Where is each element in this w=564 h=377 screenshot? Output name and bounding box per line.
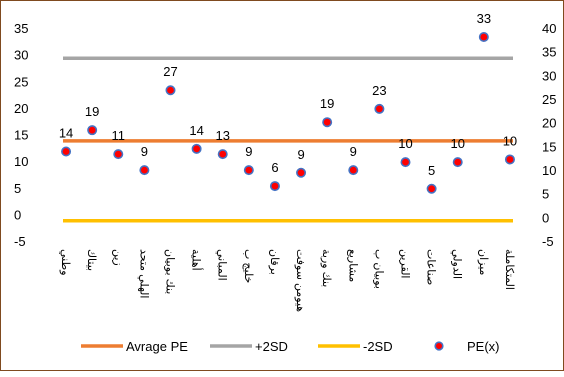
- pe-data-label: 14: [189, 123, 203, 138]
- y-right-tick-label: 0: [542, 210, 549, 225]
- pe-data-label: 19: [320, 96, 334, 111]
- pe-point: [269, 181, 280, 192]
- pe-point: [217, 149, 228, 160]
- y-left-tick-label: 10: [14, 154, 28, 169]
- pe-data-label: 33: [477, 11, 491, 26]
- pe-point: [426, 183, 437, 194]
- pe-data-label: 10: [450, 136, 464, 151]
- category-label: هيومن سوفت: [294, 249, 306, 312]
- pe-data-label: 6: [271, 160, 278, 175]
- pe-point: [87, 125, 98, 136]
- y-right-tick-label: 25: [542, 92, 556, 107]
- y-left-tick-label: 30: [14, 48, 28, 63]
- y-right-tick-label: 40: [542, 21, 556, 36]
- y-right-tick-label: -5: [542, 234, 554, 249]
- y-left-tick-label: 0: [14, 207, 21, 222]
- legend-label: Avrage PE: [126, 339, 188, 354]
- pe-data-label: 10: [398, 136, 412, 151]
- pe-data-label: 10: [503, 133, 517, 148]
- pe-point: [243, 165, 254, 176]
- pe-data-label: 19: [85, 104, 99, 119]
- pe-point: [374, 103, 385, 114]
- y-left-tick-label: 25: [14, 74, 28, 89]
- y-right-tick-label: 10: [542, 163, 556, 178]
- legend-label: +2SD: [255, 339, 288, 354]
- pe-data-label: 9: [245, 144, 252, 159]
- legend-label: -2SD: [363, 339, 393, 354]
- pe-data-label: 13: [215, 128, 229, 143]
- pe-data-label: 9: [297, 147, 304, 162]
- pe-point: [504, 154, 515, 165]
- category-label: وطني: [59, 249, 71, 276]
- y-left-tick-label: 5: [14, 181, 21, 196]
- y-right-tick-label: 20: [542, 116, 556, 131]
- y-right-tick-label: 35: [542, 45, 556, 60]
- pe-point: [400, 157, 411, 168]
- legend-swatch: [434, 341, 444, 351]
- category-label: بيتاك: [85, 249, 97, 271]
- category-label: مشاريع: [346, 249, 358, 282]
- category-label: بنك وربة: [320, 249, 332, 287]
- category-label: المتكاملة: [503, 249, 515, 290]
- pe-point: [478, 31, 489, 42]
- category-label: أهلية: [190, 249, 204, 271]
- y-right-tick-label: 30: [542, 68, 556, 83]
- category-label: خليج ب: [242, 249, 254, 283]
- y-left-tick-label: -5: [14, 234, 26, 249]
- category-label: برقان: [268, 249, 280, 275]
- y-left-tick-label: 20: [14, 101, 28, 116]
- category-label: ميزان: [477, 249, 489, 276]
- y-right-tick-label: 15: [542, 139, 556, 154]
- category-label: المباني: [216, 249, 228, 281]
- pe-point: [139, 165, 150, 176]
- pe-point: [191, 143, 202, 154]
- pe-point: [452, 157, 463, 168]
- pe-point: [348, 165, 359, 176]
- pe-data-label: 5: [428, 163, 435, 178]
- category-label: الهلي متحد: [137, 249, 149, 298]
- pe-point: [61, 146, 72, 157]
- category-label: بوبيان ب: [372, 249, 384, 289]
- category-label: بنك بوبيان: [164, 249, 176, 294]
- pe-point: [296, 167, 307, 178]
- category-label: زين: [111, 249, 123, 266]
- pe-data-label: 27: [163, 64, 177, 79]
- pe-point: [165, 85, 176, 96]
- pe-data-label: 11: [112, 128, 126, 143]
- category-label: الدولي: [451, 249, 463, 279]
- pe-data-label: 9: [350, 144, 357, 159]
- category-label: صناعات: [425, 249, 437, 285]
- y-left-tick-label: 35: [14, 21, 28, 36]
- pe-data-label: 23: [372, 83, 386, 98]
- pe-point: [113, 149, 124, 160]
- legend-label: PE(x): [467, 339, 500, 354]
- y-left-tick-label: 15: [14, 128, 28, 143]
- pe-data-label: 9: [141, 144, 148, 159]
- pe-point: [322, 117, 333, 128]
- category-label: القرين: [399, 249, 411, 278]
- y-right-tick-label: 5: [542, 187, 549, 202]
- pe-data-label: 14: [59, 125, 73, 140]
